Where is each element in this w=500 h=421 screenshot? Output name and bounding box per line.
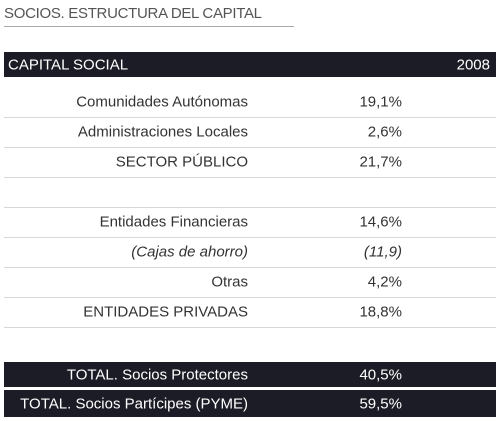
row-label: ENTIDADES PRIVADAS (83, 303, 248, 321)
row-value: 4,2% (367, 273, 402, 291)
table-row: Otras 4,2% (4, 267, 496, 298)
title: SOCIOS. ESTRUCTURA DEL CAPITAL (4, 5, 262, 22)
table-row: Entidades Financieras 14,6% (4, 207, 496, 238)
row-value: 14,6% (359, 213, 402, 231)
table-row: ENTIDADES PRIVADAS 18,8% (4, 297, 496, 328)
row-value: 21,7% (359, 153, 402, 171)
row-value: 2,6% (367, 123, 402, 141)
table-row: Comunidades Autónomas 19,1% (4, 87, 496, 118)
header-cell: 2008 (456, 56, 490, 73)
header-bar: CAPITAL SOCIAL 2008 (4, 52, 496, 77)
row-label: SECTOR PÚBLICO (115, 153, 248, 171)
table-row: Administraciones Locales 2,6% (4, 117, 496, 148)
row-label: Comunidades Autónomas (76, 93, 248, 111)
row-label: (Cajas de ahorro) (131, 243, 248, 261)
total-label: TOTAL. Socios Protectores (66, 366, 248, 383)
total-value: 59,5% (359, 395, 402, 412)
row-label: Entidades Financieras (99, 213, 248, 231)
table-row: SECTOR PÚBLICO 21,7% (4, 147, 496, 178)
row-value: 18,8% (359, 303, 402, 321)
title-rule (4, 26, 294, 27)
total-value: 40,5% (359, 366, 402, 383)
row-value: (11,9) (363, 243, 402, 261)
total-row: TOTAL. Socios Partícipes (PYME) 59,5% (4, 390, 496, 417)
table-row (4, 177, 496, 208)
row-value: 19,1% (359, 93, 402, 111)
row-label: Otras (211, 273, 248, 291)
table-row: (Cajas de ahorro) (11,9) (4, 237, 496, 268)
header-cell: CAPITAL SOCIAL (8, 56, 129, 73)
total-label: TOTAL. Socios Partícipes (PYME) (20, 395, 248, 412)
total-row: TOTAL. Socios Protectores 40,5% (4, 362, 496, 387)
row-label: Administraciones Locales (77, 123, 248, 141)
